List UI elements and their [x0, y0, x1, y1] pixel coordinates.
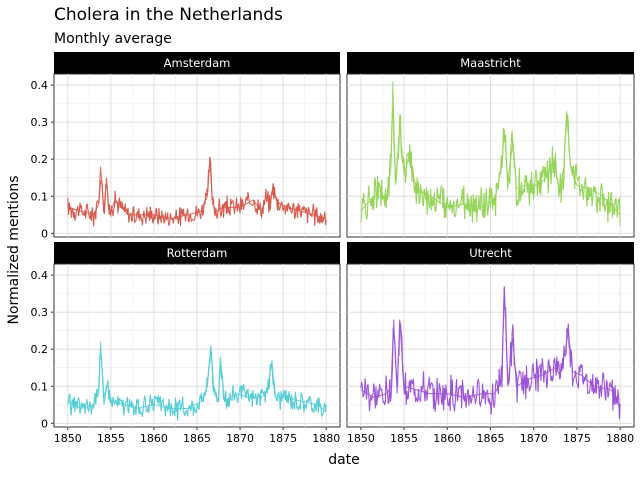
x-tick-label: 1855 [390, 432, 418, 445]
x-tick-label: 1870 [520, 432, 548, 445]
x-tick-label: 1865 [183, 432, 211, 445]
facet-panels: Amsterdam 0 0.1 0.2 0.3 0.4 Maastricht Rotterda… [31, 52, 635, 445]
x-tick-label: 1860 [433, 432, 461, 445]
y-tick-label: 0.4 [31, 79, 49, 92]
x-tick-label: 1875 [563, 432, 591, 445]
y-tick-label: 0 [41, 417, 48, 430]
y-tick-label: 0.4 [31, 269, 49, 282]
x-tick-label: 1850 [347, 432, 375, 445]
y-tick-label: 0.3 [31, 306, 49, 319]
strip-label-maastricht: Maastricht [460, 56, 521, 70]
chart-subtitle: Monthly average [54, 31, 172, 47]
chart-title: Cholera in the Netherlands [54, 5, 283, 25]
x-tick-label: 1875 [269, 432, 297, 445]
x-tick-label: 1880 [606, 432, 634, 445]
x-tick-label: 1850 [54, 432, 82, 445]
x-tick-label: 1880 [312, 432, 340, 445]
y-tick-label: 0 [41, 227, 48, 240]
x-tick-label: 1860 [140, 432, 168, 445]
y-tick-label: 0.1 [31, 190, 49, 203]
y-tick-label: 0.2 [31, 343, 49, 356]
y-tick-label: 0.3 [31, 116, 49, 129]
x-axis-title: date [328, 452, 360, 468]
y-tick-label: 0.2 [31, 153, 49, 166]
x-tick-label: 1855 [97, 432, 125, 445]
x-tick-label: 1865 [477, 432, 505, 445]
x-tick-label: 1870 [226, 432, 254, 445]
strip-label-rotterdam: Rotterdam [167, 246, 228, 260]
strip-label-amsterdam: Amsterdam [164, 56, 231, 70]
strip-label-utrecht: Utrecht [469, 246, 512, 260]
y-axis-title: Normalized mentions [6, 175, 22, 324]
y-tick-label: 0.1 [31, 380, 49, 393]
